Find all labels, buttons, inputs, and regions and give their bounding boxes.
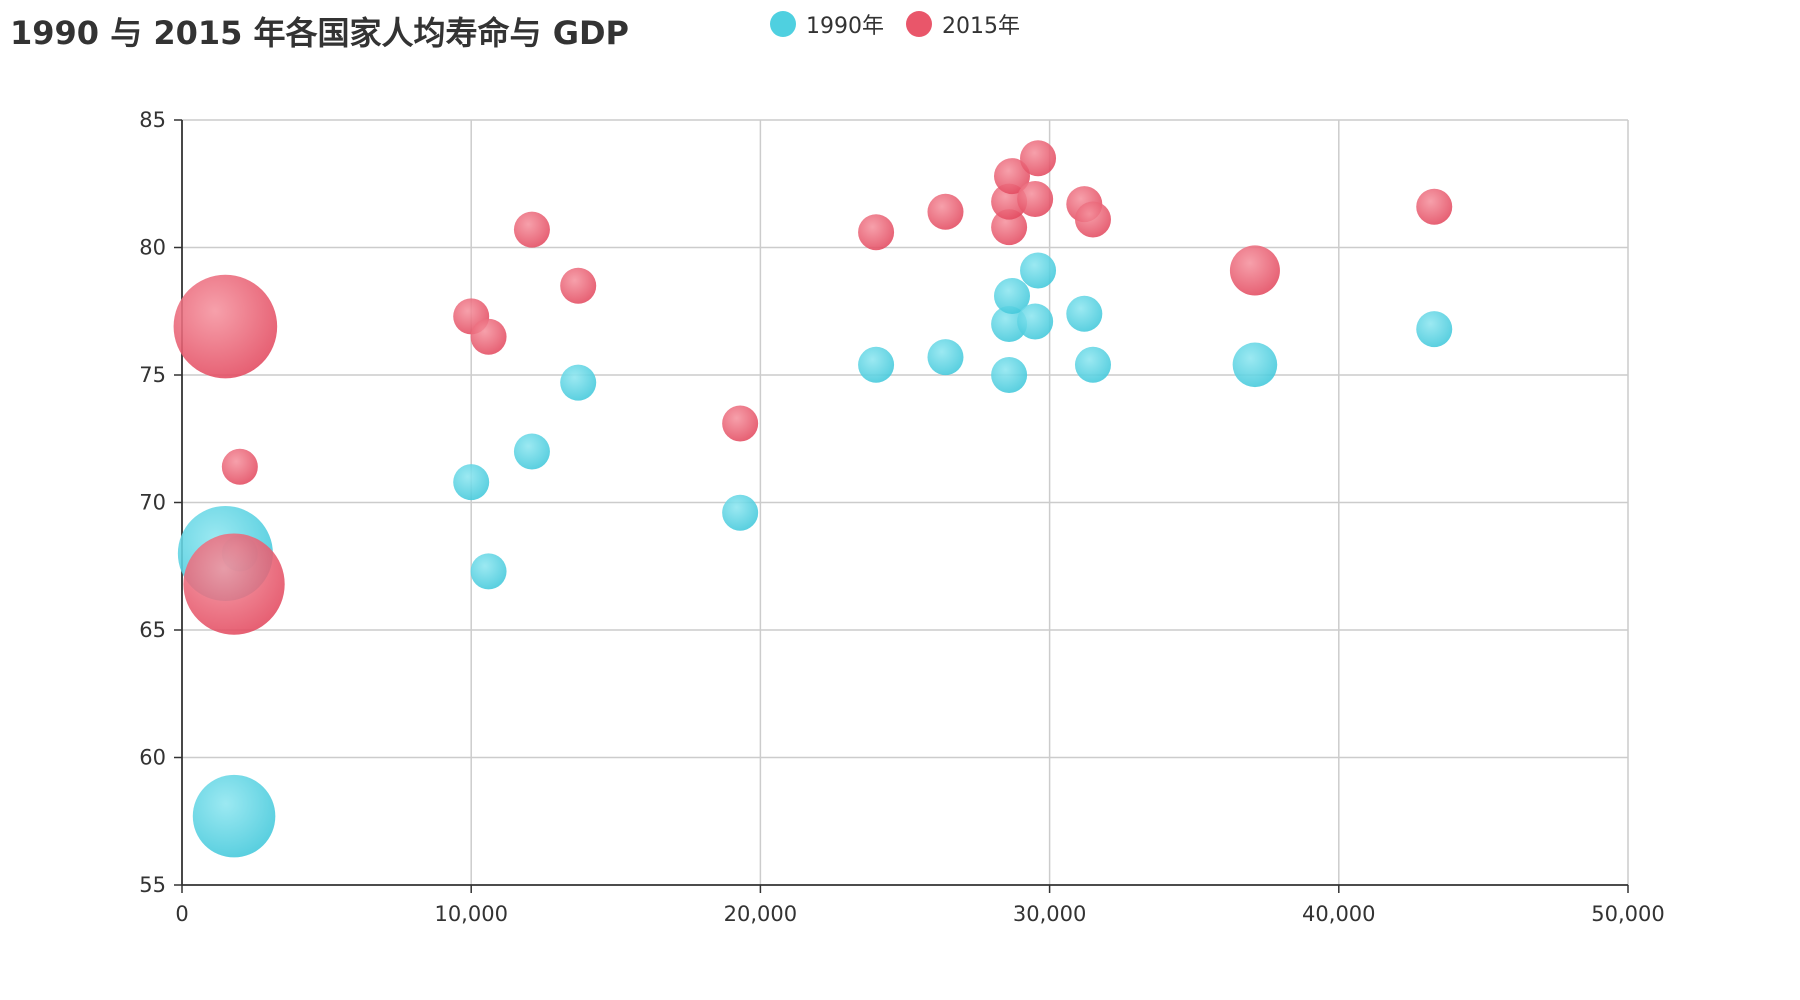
bubble-2015[interactable] [991, 209, 1028, 246]
bubble-1990[interactable] [470, 553, 507, 590]
bubble-2015[interactable] [1020, 140, 1057, 177]
bubble-1990[interactable] [513, 433, 550, 470]
legend: 1990年 2015年 [770, 8, 1020, 40]
bubble-1990[interactable] [1074, 346, 1111, 383]
bubble-2015[interactable] [221, 448, 258, 485]
bubble-1990[interactable] [927, 339, 964, 376]
bubble-2015[interactable] [560, 267, 597, 304]
x-tick-label: 30,000 [1013, 902, 1086, 926]
bubble-2015[interactable] [183, 533, 285, 635]
x-tick-label: 0 [175, 902, 188, 926]
series-layer [173, 140, 1453, 858]
x-tick-label: 20,000 [724, 902, 797, 926]
chart-title: 1990 与 2015 年各国家人均寿命与 GDP [10, 14, 629, 52]
bubble-2015[interactable] [1017, 181, 1054, 218]
bubble-2015[interactable] [927, 193, 964, 230]
bubble-2015[interactable] [470, 318, 507, 355]
bubble-1990[interactable] [722, 494, 759, 531]
y-tick-label: 85 [139, 108, 166, 132]
bubble-2015[interactable] [1229, 245, 1280, 296]
bubble-1990[interactable] [991, 306, 1028, 342]
legend-item-1990[interactable]: 1990年 [770, 8, 884, 40]
legend-swatch-1990 [770, 11, 796, 37]
bubble-1990[interactable] [453, 464, 490, 501]
bubble-1990[interactable] [858, 346, 895, 383]
axes: 55 60 65 70 75 80 85 0 10,000 20,000 30,000 40,000 5… [139, 108, 1664, 926]
bubble-1990[interactable] [1017, 303, 1054, 340]
y-tick-label: 60 [139, 746, 166, 770]
legend-swatch-2015 [906, 11, 932, 37]
bubble-1990[interactable] [994, 277, 1031, 314]
bubble-1990[interactable] [560, 364, 597, 401]
bubble-2015[interactable] [858, 214, 895, 251]
series-1990 [177, 252, 1453, 858]
grid [182, 119, 1629, 885]
y-tick-label: 70 [139, 491, 166, 515]
bubble-2015[interactable] [722, 405, 759, 442]
bubble-2015[interactable] [1074, 201, 1111, 238]
bubble-2015[interactable] [513, 211, 550, 248]
legend-label-2015: 2015年 [942, 14, 1020, 39]
y-tick-label: 80 [139, 236, 166, 260]
bubble-2015[interactable] [173, 274, 278, 379]
y-tick-label: 65 [139, 618, 166, 642]
bubble-2015[interactable] [994, 158, 1031, 195]
bubble-1990[interactable] [991, 357, 1028, 393]
bubble-1990[interactable] [1020, 252, 1057, 289]
x-tick-label: 50,000 [1591, 902, 1664, 926]
y-tick-label: 55 [139, 873, 166, 897]
bubble-1990[interactable] [192, 774, 276, 858]
bubble-1990[interactable] [1232, 342, 1278, 388]
legend-label-1990: 1990年 [806, 14, 884, 39]
x-tick-label: 40,000 [1302, 902, 1375, 926]
bubble-1990[interactable] [1066, 295, 1103, 332]
bubble-1990[interactable] [1416, 311, 1453, 348]
y-tick-label: 75 [139, 363, 166, 387]
x-tick-label: 10,000 [434, 902, 507, 926]
legend-item-2015[interactable]: 2015年 [906, 8, 1020, 40]
series-2015 [173, 140, 1453, 635]
bubble-2015[interactable] [1416, 188, 1453, 225]
